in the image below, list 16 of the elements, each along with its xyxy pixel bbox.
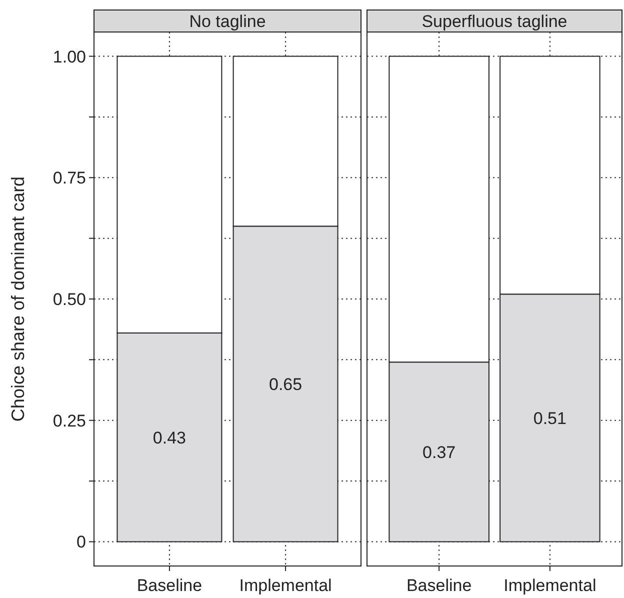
x-tick-label: Implemental — [504, 576, 596, 595]
x-tick-label: Baseline — [136, 576, 202, 595]
x-tick-label: Implemental — [239, 576, 332, 595]
y-tick-label: 0.75 — [52, 168, 86, 188]
y-tick-label: 0.50 — [52, 290, 86, 309]
y-axis-title: Choice share of dominant card — [8, 176, 28, 422]
data-label: 0.37 — [422, 442, 456, 462]
x-tick-label: Baseline — [406, 576, 472, 595]
data-label: 0.51 — [533, 408, 566, 428]
data-label: 0.65 — [268, 374, 302, 394]
chart-title: No tagline — [189, 12, 266, 31]
y-tick-label: 0 — [76, 532, 86, 552]
y-tick-label: 0.25 — [52, 411, 86, 430]
data-label: 0.43 — [152, 428, 186, 448]
y-tick-label: 1.00 — [52, 47, 86, 66]
chart-title: Superfluous tagline — [422, 12, 568, 31]
